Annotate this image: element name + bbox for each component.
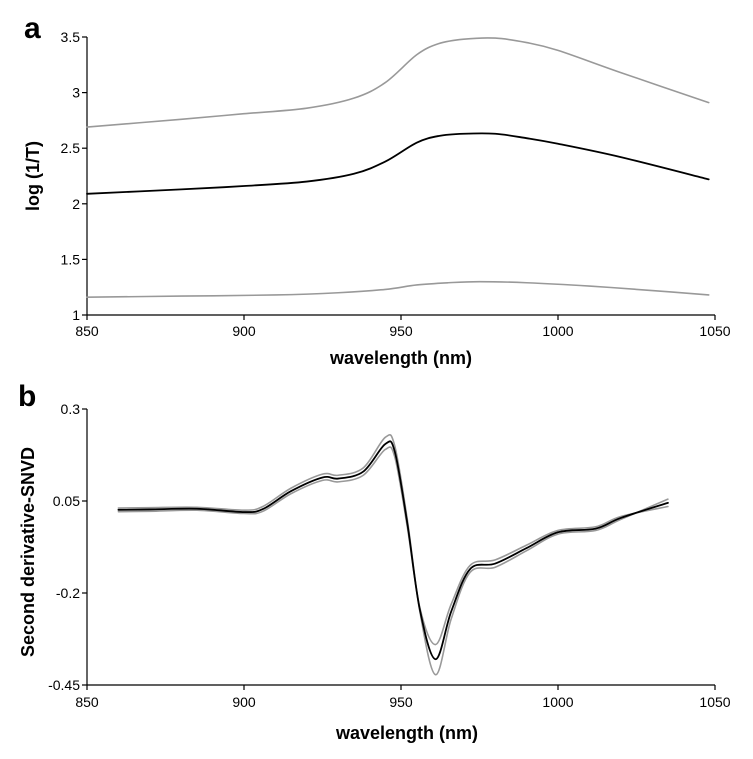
panel-a-label: a	[24, 12, 41, 45]
panel-a-y-tick-label: 2	[72, 196, 80, 212]
panel-b-y-tick-label: 0.3	[61, 401, 81, 417]
panel-a: a 850 900 950 1000 1050 1 1.5 2 2.5 3 3.5 waveleng…	[23, 12, 731, 368]
panel-b-y-tick-label: -0.2	[56, 585, 80, 601]
panel-a-x-tick-label: 1000	[542, 323, 573, 339]
panel-b-series-line-2	[117, 446, 669, 646]
panel-b-x-axis-label: wavelength (nm)	[335, 723, 478, 743]
panel-b-x-tick-label: 850	[75, 694, 99, 710]
panel-a-y-tick-label: 3.5	[61, 29, 81, 45]
panel-b-label: b	[18, 380, 36, 413]
panel-a-series-line-2	[86, 132, 710, 195]
panel-b-series-line-3	[117, 440, 669, 661]
panel-b-x-tick-label: 900	[232, 694, 256, 710]
panel-b-x-tick-label: 1050	[699, 694, 730, 710]
panel-a-series-line-1	[86, 37, 710, 128]
panel-b-y-axis-label: Second derivative-SNVD	[18, 447, 38, 657]
panel-b-y-tick-label: 0.05	[53, 493, 80, 509]
panel-a-y-tick-label: 3	[72, 85, 80, 101]
panel-b: b 850 900 950 1000 1050 -0.45 -0.2 0.05 0.3 wave…	[18, 380, 731, 743]
panel-a-x-tick-label: 850	[75, 323, 99, 339]
panel-a-y-tick-label: 2.5	[61, 140, 81, 156]
panel-a-x-tick-label: 950	[389, 323, 413, 339]
panel-b-x-tick-label: 1000	[542, 694, 573, 710]
panel-a-x-tick-label: 1050	[699, 323, 730, 339]
panel-a-x-tick-label: 900	[232, 323, 256, 339]
panel-a-y-tick-label: 1	[72, 307, 80, 323]
panel-a-y-axis-label: log (1/T)	[23, 141, 43, 211]
panel-a-y-tick-label: 1.5	[61, 251, 81, 267]
panel-b-x-tick-label: 950	[389, 694, 413, 710]
panel-a-x-axis-label: wavelength (nm)	[329, 348, 472, 368]
panel-b-y-tick-label: -0.45	[48, 677, 80, 693]
panel-a-series-line-3	[86, 280, 710, 299]
panel-b-series-line-1	[117, 434, 669, 676]
